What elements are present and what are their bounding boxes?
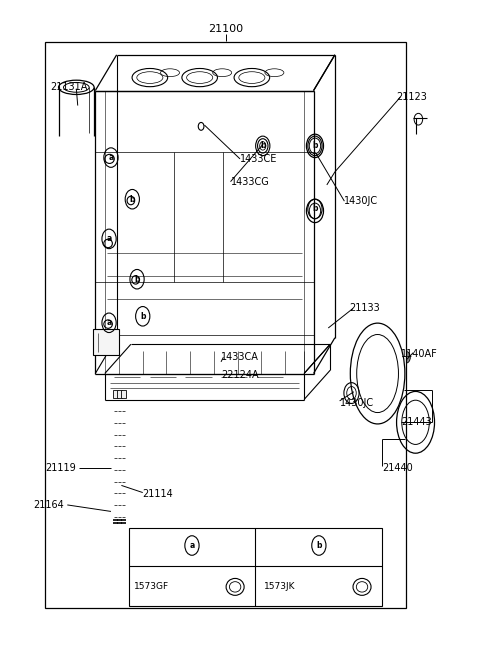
Text: b: b	[130, 195, 135, 204]
Circle shape	[358, 338, 364, 346]
Text: a: a	[107, 318, 112, 327]
Text: 21164: 21164	[34, 500, 64, 510]
Text: b: b	[316, 541, 322, 550]
Text: 1430JC: 1430JC	[340, 398, 374, 408]
Circle shape	[402, 352, 410, 363]
FancyBboxPatch shape	[93, 329, 119, 356]
Circle shape	[392, 338, 397, 346]
Text: 21123: 21123	[396, 92, 428, 102]
Circle shape	[358, 401, 364, 409]
Text: 21114: 21114	[143, 489, 173, 499]
Text: 21100: 21100	[208, 24, 243, 34]
Text: b: b	[312, 205, 318, 213]
Text: 21440: 21440	[383, 463, 413, 473]
Text: 1573JK: 1573JK	[264, 583, 296, 591]
Circle shape	[322, 326, 329, 337]
Text: 21119: 21119	[46, 463, 76, 473]
Text: a: a	[108, 153, 114, 162]
Text: 1430JC: 1430JC	[344, 196, 379, 206]
Text: 21133: 21133	[349, 304, 380, 314]
FancyBboxPatch shape	[129, 528, 383, 606]
Text: a: a	[189, 541, 194, 550]
Text: 22124A: 22124A	[221, 370, 259, 380]
Text: b: b	[260, 142, 265, 150]
FancyBboxPatch shape	[121, 390, 126, 398]
Text: b: b	[134, 275, 140, 283]
Circle shape	[392, 401, 397, 409]
Text: 1573GF: 1573GF	[134, 583, 169, 591]
Text: b: b	[312, 142, 318, 150]
FancyBboxPatch shape	[117, 390, 122, 398]
Text: 1433CG: 1433CG	[230, 176, 269, 187]
Text: a: a	[107, 234, 112, 243]
Text: 1433CE: 1433CE	[240, 154, 277, 164]
Text: 1140AF: 1140AF	[401, 349, 438, 359]
Text: 21443: 21443	[401, 417, 432, 427]
Text: 21131A: 21131A	[50, 83, 87, 92]
Text: 1433CA: 1433CA	[221, 352, 259, 362]
FancyBboxPatch shape	[113, 390, 118, 398]
FancyBboxPatch shape	[46, 42, 406, 607]
Text: b: b	[140, 312, 145, 321]
